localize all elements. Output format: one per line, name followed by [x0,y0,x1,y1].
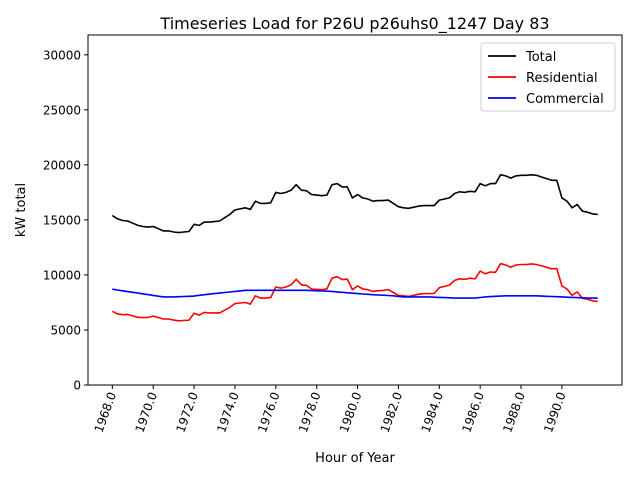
legend: Total Residential Commercial [480,42,616,112]
axes-frame [87,34,623,386]
x-axis: 1968.0 1970.0 1972.0 1974.0 1976.0 1978.0 1980… [92,385,569,434]
series-line-residential [111,262,598,322]
x-tick-label: 1978.0 [296,390,324,434]
y-tick-label: 5000 [50,323,81,337]
legend-box [480,42,616,112]
x-tick-label: 1968.0 [92,390,120,434]
x-tick-label: 1982.0 [378,390,406,434]
x-tick-label: 1972.0 [173,390,201,434]
y-tick-label: 25000 [43,103,81,117]
x-tick-label: 1970.0 [132,390,160,434]
y-tick-label: 0 [73,379,81,393]
x-tick-label: 1986.0 [459,390,487,434]
y-tick-label: 30000 [43,48,81,62]
y-tick-label: 20000 [43,158,81,172]
x-tick-label: 1974.0 [214,390,242,434]
plot-area [111,174,598,322]
x-tick-label: 1988.0 [500,390,528,434]
x-tick-label: 1976.0 [255,390,283,434]
y-tick-label: 10000 [43,268,81,282]
y-axis-label: kW total [14,183,29,237]
legend-label-total: Total [525,50,556,65]
series-line-total [111,174,598,234]
legend-label-commercial: Commercial [526,92,604,107]
legend-label-residential: Residential [526,71,598,86]
x-axis-label: Hour of Year [315,451,395,466]
x-tick-label: 1990.0 [541,390,569,434]
x-tick-label: 1984.0 [419,390,447,434]
chart-title: Timeseries Load for P26U p26uhs0_1247 Da… [159,14,549,34]
x-tick-label: 1980.0 [337,390,365,434]
y-tick-label: 15000 [43,213,81,227]
y-axis: 0 5000 10000 15000 20000 25000 30000 [43,48,88,393]
series-line-commercial [112,288,598,299]
